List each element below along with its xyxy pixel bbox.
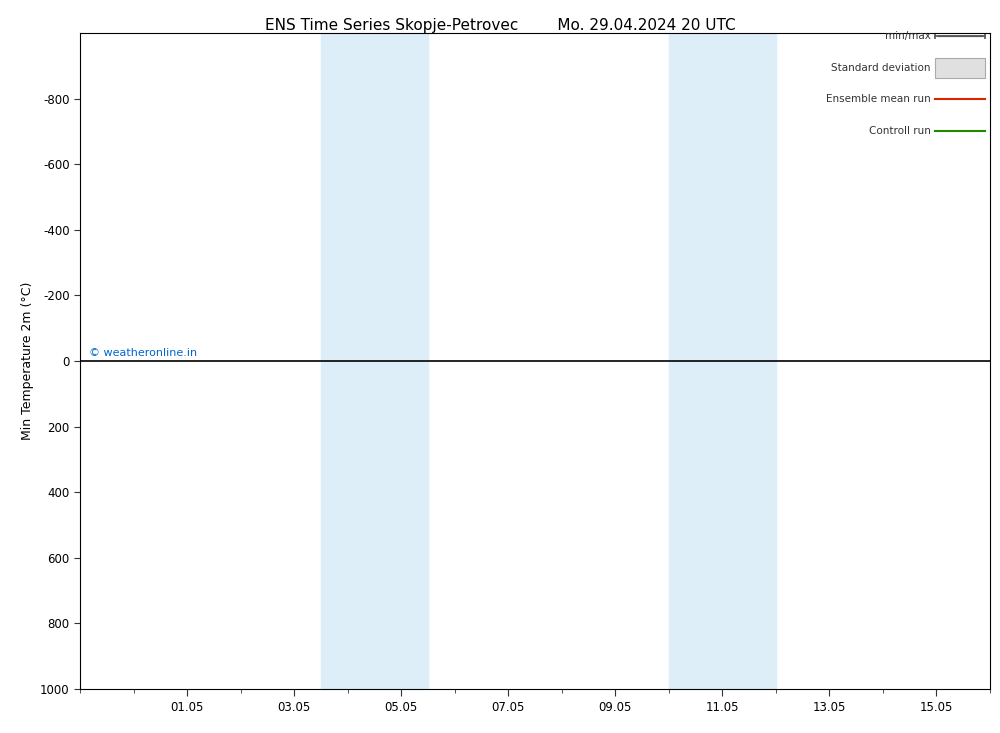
Bar xyxy=(722,33,776,689)
Bar xyxy=(321,33,374,689)
Text: ENS Time Series Skopje-Petrovec        Mo. 29.04.2024 20 UTC: ENS Time Series Skopje-Petrovec Mo. 29.0… xyxy=(265,18,735,33)
Text: Standard deviation: Standard deviation xyxy=(831,63,931,73)
FancyBboxPatch shape xyxy=(935,58,985,78)
Text: Ensemble mean run: Ensemble mean run xyxy=(826,95,931,104)
Bar xyxy=(669,33,722,689)
Text: min/max: min/max xyxy=(885,32,931,41)
Y-axis label: Min Temperature 2m (°C): Min Temperature 2m (°C) xyxy=(21,281,34,441)
Text: Controll run: Controll run xyxy=(869,126,931,136)
Bar xyxy=(374,33,428,689)
Text: © weatheronline.in: © weatheronline.in xyxy=(89,347,197,358)
